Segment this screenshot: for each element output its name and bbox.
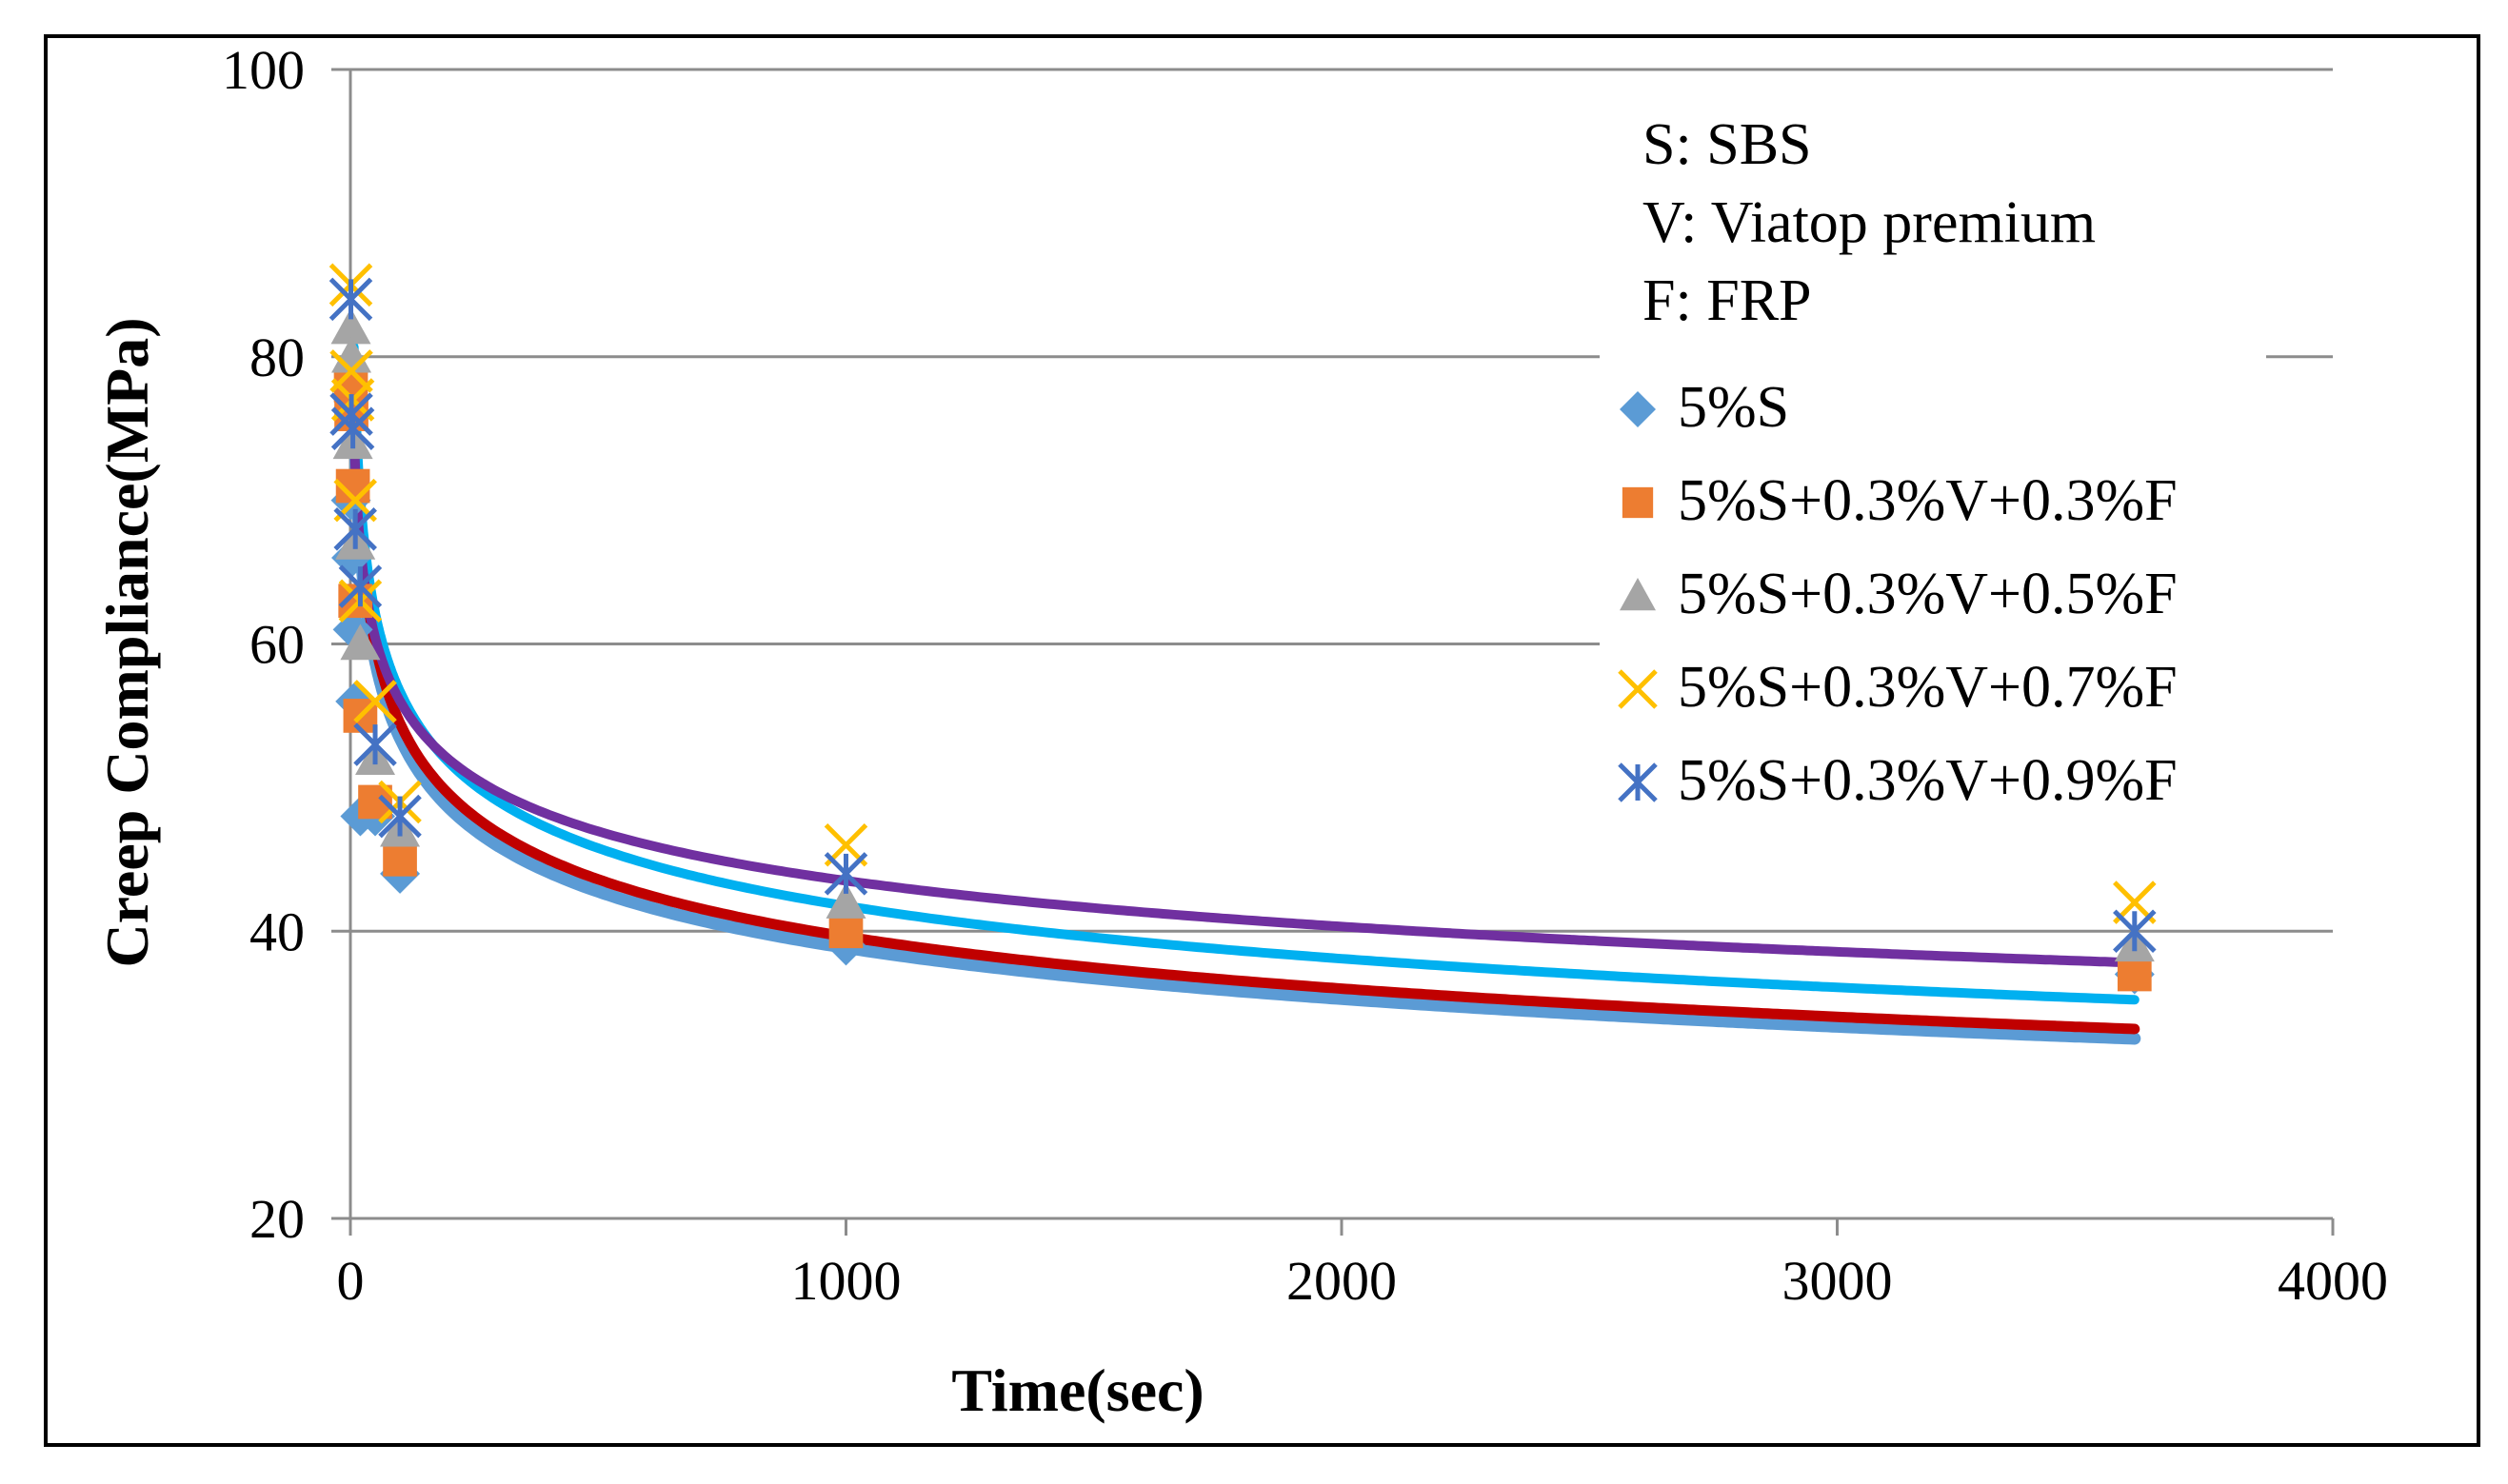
data-point-series-2 [383,841,417,877]
legend-background [1600,373,2438,859]
data-point-series-2 [2117,957,2152,992]
legend-item: 5%S+0.3%V+0.7%F [1618,655,2178,720]
legend-marker [1620,578,1656,611]
data-point-series-5 [2113,909,2157,954]
y-tick-label: 20 [249,1188,305,1250]
data-point-series-3 [826,882,866,919]
note-line: F: FRP [1642,268,1812,333]
legend-item: 5%S+0.3%V+0.5%F [1620,562,2178,626]
data-point-series-5 [824,852,868,896]
x-tick-label: 0 [337,1250,365,1312]
data-point-series-4-stroke [353,680,397,723]
x-tick-label: 2000 [1286,1250,1397,1312]
trendline-series-4 [348,342,2140,1005]
trendline-series-2 [348,369,2140,1035]
legend-item: 5%S [1620,375,1789,440]
legend-marker [1622,486,1654,519]
y-tick-label: 100 [222,39,305,101]
legend-label: 5%S+0.3%V+0.5%F [1678,562,2178,626]
data-point-series-5 [378,794,422,839]
data-point-series-5 [333,507,377,551]
legend-item: 5%S+0.3%V+0.9%F [1618,748,2178,813]
legend-marker [1618,762,1658,802]
legend-label: 5%S [1678,375,1789,440]
legend-label: 5%S+0.3%V+0.9%F [1678,748,2178,813]
y-tick-label: 40 [249,900,305,962]
legend-label: 5%S+0.3%V+0.3%F [1678,468,2178,533]
x-tick-label: 3000 [1782,1250,1893,1312]
x-axis-title: Time(sec) [951,1356,1204,1424]
data-point-series-5 [328,277,373,322]
marker-layer [328,263,2157,995]
y-tick-label: 80 [249,326,305,388]
x-tick-label: 4000 [2278,1250,2388,1312]
y-tick-label: 60 [249,614,305,676]
data-point-series-5 [330,406,375,450]
notes-box-background [1600,109,2266,362]
x-tick-label: 1000 [791,1250,902,1312]
legend-item: 5%S+0.3%V+0.3%F [1622,468,2178,533]
legend: 5%S 5%S+0.3%V+0.3%F 5%S+0.3%V+0.5%F 5%S+0.3… [1600,373,2438,859]
legend-marker-stroke [1618,669,1658,709]
notes-box: S: SBS V: Viatop premium F: FRP [1600,109,2266,362]
data-point-series-3 [340,623,381,661]
data-point-series-2 [828,914,864,949]
note-line: S: SBS [1642,112,1812,177]
legend-marker [1620,391,1656,427]
data-point-series-3 [330,307,371,345]
legend-label: 5%S+0.3%V+0.7%F [1678,655,2178,720]
data-point-series-5 [338,564,383,608]
trendline-series-5 [348,423,2140,968]
y-axis-title: Creep Compliance(MPa) [93,317,161,967]
data-point-series-5 [353,722,397,766]
note-line: V: Viatop premium [1642,190,2096,255]
legend-marker [1618,669,1658,709]
data-point-series-4 [353,680,397,723]
